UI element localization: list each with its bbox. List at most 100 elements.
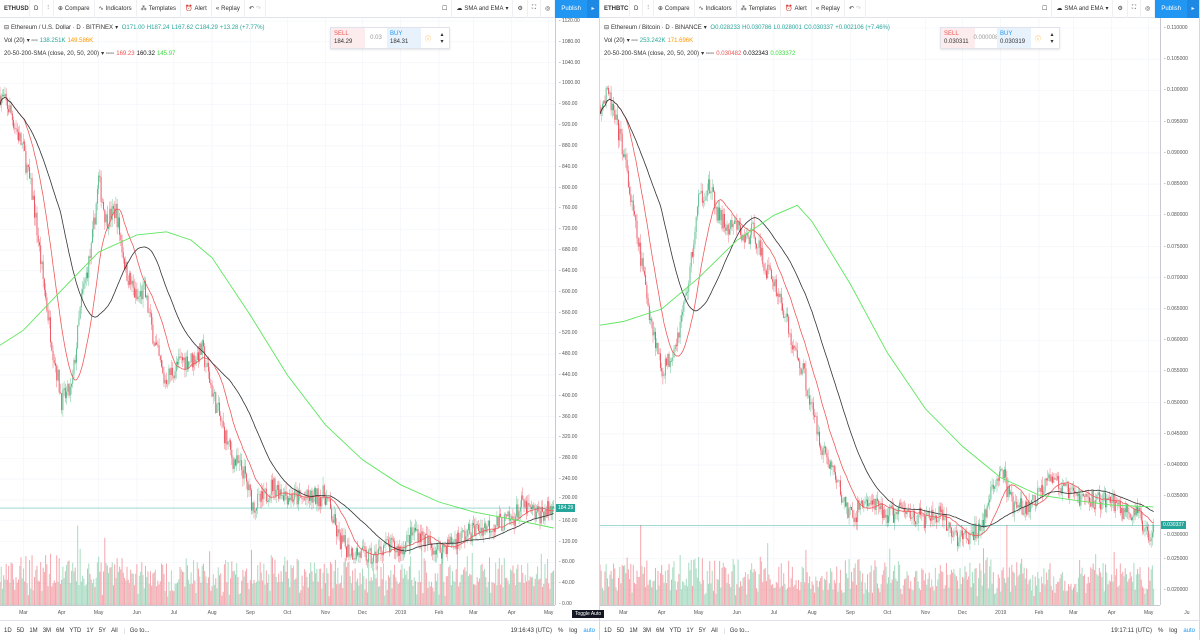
buy-button[interactable]: BUY 0.030319 [997,28,1031,48]
range-ytd[interactable]: YTD [69,627,82,634]
interval-button[interactable]: D [30,0,44,18]
layout-save-button[interactable]: ☁ SMA and EMA ▾ [1052,0,1114,18]
indicators-button[interactable]: ∿ Indicators [95,0,137,18]
quantity-stepper[interactable]: ⓘ [424,36,431,43]
layout-save-button[interactable]: ☁ SMA and EMA ▾ [452,0,514,18]
sell-button[interactable]: SELL 184.29 [331,28,365,48]
templates-button[interactable]: ⁂ Templates [137,0,181,18]
buy-button[interactable]: BUY 184.31 [387,28,421,48]
compare-button[interactable]: ⊕ Compare [54,0,95,18]
price-chart[interactable] [600,18,1160,605]
sma-label[interactable]: 20-50-200-SMA (close, 20, 50, 200) [604,51,700,57]
range-3m[interactable]: 3M [642,627,652,634]
range-5d[interactable]: 5D [616,627,625,634]
volume-bar [835,583,837,605]
log-toggle[interactable]: log [569,627,578,634]
volume-bar [534,578,536,605]
templates-button[interactable]: ⁂ Templates [737,0,781,18]
goto-button[interactable]: Go to... [723,627,749,634]
fullscreen-icon[interactable]: ⛶ [1128,0,1142,18]
range-5y[interactable]: 5Y [98,627,107,634]
volume-label[interactable]: Vol (20) [4,38,25,44]
volume-bar [66,564,68,605]
fullscreen-icon[interactable]: ⛶ [528,0,542,18]
replay-button[interactable]: «Replay [812,0,845,18]
price-chart[interactable] [0,18,555,605]
publish-dropdown-icon[interactable]: ▸ [587,0,599,18]
undo-button[interactable]: ↶ ↷ [245,0,266,18]
candle [212,393,214,397]
range-1d[interactable]: 1D [4,627,12,634]
symbol-search[interactable]: ETHBTC [600,0,630,18]
range-1y[interactable]: 1Y [86,627,94,634]
price-axis[interactable]: - 1120.00- 1080.00- 1040.00- 1000.00- 96… [555,18,599,607]
range-3m[interactable]: 3M [42,627,52,634]
percent-toggle[interactable]: % [1157,627,1164,634]
settings-gear-icon[interactable]: ⚙ [1113,0,1128,18]
auto-toggle[interactable]: auto [583,627,595,634]
range-1m[interactable]: 1M [29,627,38,634]
candle [875,498,877,510]
settings-gear-icon[interactable]: ⚙ [513,0,528,18]
candle [256,507,257,511]
candle [344,535,346,547]
candle [427,534,429,544]
range-6m[interactable]: 6M [56,627,65,634]
quantity-stepper[interactable]: ⓘ [1034,36,1041,43]
goto-button[interactable]: Go to... [123,627,149,634]
compare-button[interactable]: ⊕ Compare [654,0,695,18]
replay-button[interactable]: «Replay [212,0,245,18]
redo-icon[interactable]: ↷ [855,6,861,12]
collapse-icon[interactable]: ⊟ [604,25,610,31]
camera-icon[interactable]: ◎ [1141,0,1156,18]
collapse-icon[interactable]: ⊟ [4,25,10,31]
quantity-stepper-arrows[interactable]: ▴ ▾ [1050,32,1054,45]
volume-bar [653,580,655,605]
volume-label[interactable]: Vol (20) [604,38,625,44]
range-all[interactable]: All [111,627,118,634]
range-1y[interactable]: 1Y [686,627,694,634]
symbol-search[interactable]: ETHUSD [0,0,30,18]
time-axis[interactable]: Mar Apr May Jun Jul Aug Sep Oct Nov Dec 2019 Feb Mar… [600,605,1190,620]
indicators-button[interactable]: ∿ Indicators [695,0,737,18]
series-title[interactable]: Ethereum / Bitcoin · D · BINANCE [611,25,702,31]
range-6m[interactable]: 6M [656,627,665,634]
redo-icon[interactable]: ↷ [255,6,261,12]
candle [1023,513,1025,515]
quantity-stepper-arrows[interactable]: ▴ ▾ [440,32,444,45]
range-all[interactable]: All [711,627,718,634]
candles-style-icon[interactable]: ⫶ [643,0,654,18]
candle [127,280,129,285]
range-5y[interactable]: 5Y [698,627,707,634]
volume-bar [1042,583,1044,605]
layout-square-icon[interactable]: ☐ [438,0,453,18]
series-title[interactable]: Ethereum / U.S. Dollar · D · BITFINEX [11,25,114,31]
alert-button[interactable]: ⏰ Alert [781,0,812,18]
undo-button[interactable]: ↶ ↷ [845,0,866,18]
range-1d[interactable]: 1D [604,627,612,634]
log-toggle[interactable]: log [1169,627,1178,634]
alert-button[interactable]: ⏰ Alert [181,0,212,18]
range-1m[interactable]: 1M [629,627,638,634]
volume-bar [619,566,621,605]
candles-style-icon[interactable]: ⫶ [43,0,54,18]
camera-icon[interactable]: ◎ [541,0,556,18]
publish-dropdown-icon[interactable]: ▸ [1187,0,1199,18]
publish-button[interactable]: Publish [555,0,587,18]
price-axis[interactable]: - 0.110000- 0.105000- 0.100000- 0.095000… [1160,18,1199,605]
candle [463,530,465,532]
range-ytd[interactable]: YTD [669,627,682,634]
interval-button[interactable]: D [630,0,644,18]
time-axis[interactable]: Mar Apr May Jun Jul Aug Sep Oct Nov Dec 2019 Feb Mar… [0,605,555,620]
candle [50,317,52,343]
layout-square-icon[interactable]: ☐ [1038,0,1053,18]
candle [310,490,312,501]
candle [893,507,894,523]
range-5d[interactable]: 5D [16,627,25,634]
sma-label[interactable]: 20-50-200-SMA (close, 20, 50, 200) [4,51,100,57]
sell-button[interactable]: SELL 0.030311 [941,28,975,48]
auto-toggle[interactable]: auto [1183,627,1195,634]
publish-button[interactable]: Publish [1155,0,1187,18]
percent-toggle[interactable]: % [557,627,564,634]
volume-bar [843,592,845,605]
